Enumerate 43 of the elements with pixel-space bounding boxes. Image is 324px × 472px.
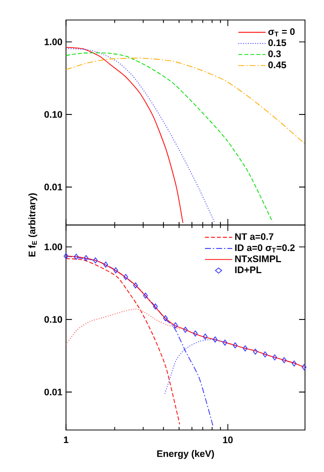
point [123,274,128,280]
point [74,254,79,260]
point [173,322,178,328]
y-axis-title: E f$_{E}$ (arbitrary) [28,193,38,257]
legend-label: NTxSIMPL [235,255,282,262]
point [163,315,168,322]
point [242,345,248,352]
point [202,334,208,340]
point [292,360,296,367]
y-tick-label: 0.10 [44,111,62,118]
point [143,292,148,299]
point [253,348,258,355]
y-tick-label: 1.00 [44,38,62,46]
point [64,253,68,260]
y-tick-label: 1.00 [44,243,62,250]
legend-label: ID a=0 σ$_{T}$=0.2 [235,244,295,252]
point [84,255,88,262]
point [103,262,108,268]
x-tick-label: 1 [64,436,68,444]
y-tick-label: 0.01 [44,388,62,396]
point [232,342,238,348]
point [153,303,158,310]
legend-label: ID+PL [235,266,262,274]
point [262,351,268,358]
legend-label: 0.3 [268,50,281,58]
y-tick-label: 0.10 [44,316,62,323]
x-axis-title: Energy (keV) [157,450,214,459]
point [113,267,118,274]
point [282,357,287,364]
point [133,282,138,288]
point [222,340,228,346]
point [183,326,188,333]
legend-label: 0.15 [268,39,286,46]
legend-label: 0.45 [268,62,286,68]
point [302,364,306,370]
point [212,336,218,342]
point [93,257,98,264]
x-tick-label: 10 [223,436,233,444]
y-tick-label: 0.01 [44,184,62,190]
point [192,330,198,337]
legend-label: σ$_{T}$ = 0 [268,28,295,36]
point [272,354,278,360]
legend-label: NT a=0.7 [235,233,274,240]
